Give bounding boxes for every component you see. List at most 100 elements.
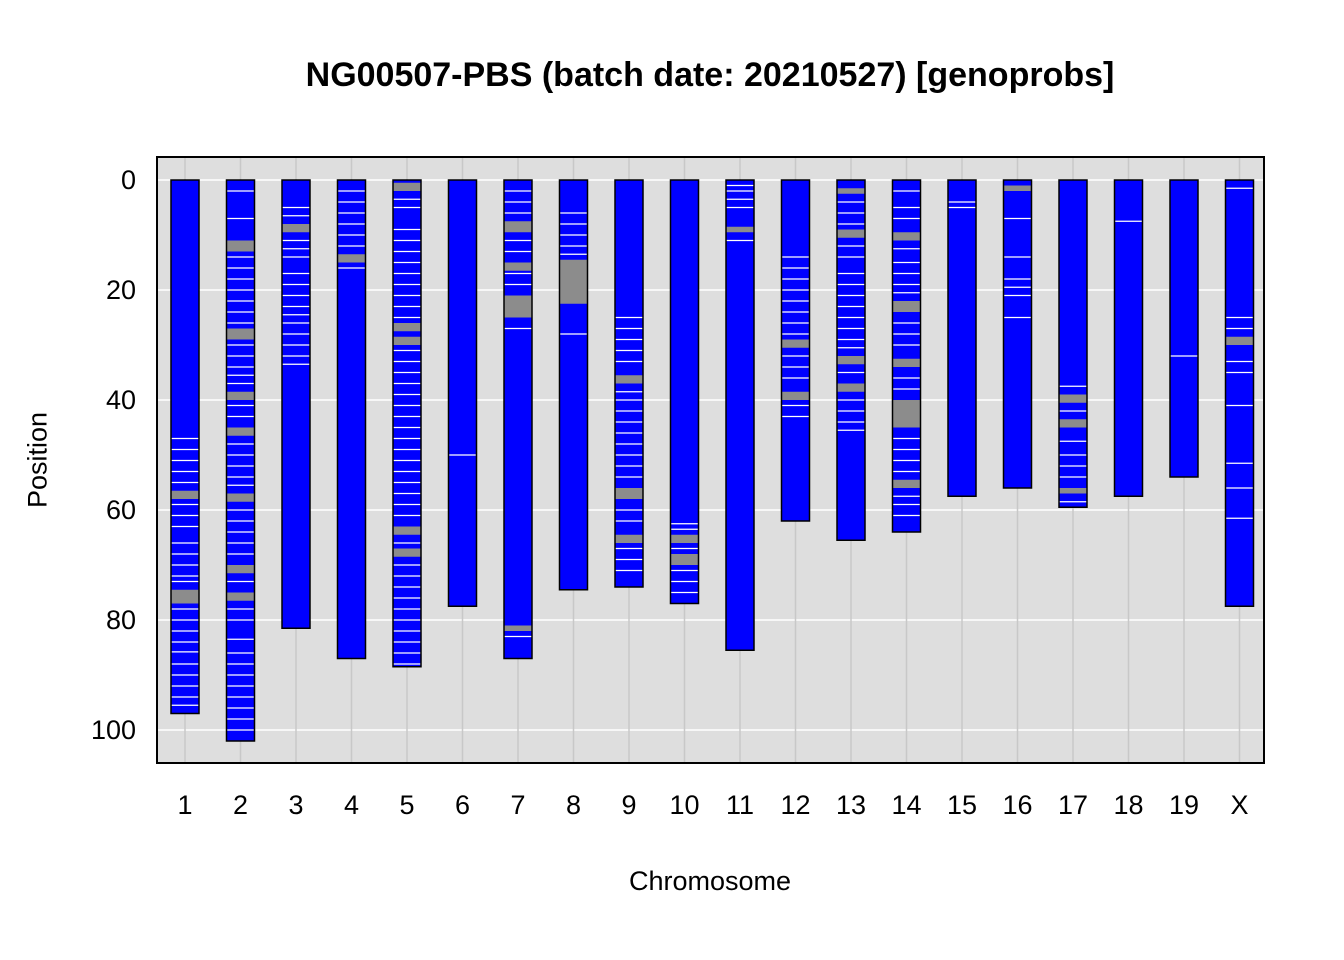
- x-tick-label: 13: [836, 790, 866, 820]
- chromosome-bar-7: [504, 180, 532, 659]
- plot-border: [156, 156, 1265, 764]
- heterozygous-segment: [171, 490, 199, 499]
- chromosome-bar-15: [948, 180, 976, 497]
- heterozygous-segment: [615, 375, 643, 384]
- x-tick-label: 10: [669, 790, 699, 820]
- chromosome-outline: [1224, 179, 1255, 607]
- y-tick-label: 40: [106, 385, 136, 415]
- x-tick-label: 3: [288, 790, 303, 820]
- chromosome-outline: [725, 179, 755, 651]
- chromosome-outline: [392, 179, 422, 668]
- heterozygous-segment: [781, 391, 810, 400]
- heterozygous-segment: [726, 226, 754, 233]
- heterozygous-segment: [226, 565, 255, 574]
- chromosome-outline: [336, 179, 367, 660]
- chromosome-outline: [1113, 179, 1144, 497]
- chart-title: NG00507-PBS (batch date: 20210527) [geno…: [305, 56, 1115, 94]
- heterozygous-segment: [171, 589, 199, 604]
- heterozygous-segment: [892, 358, 921, 367]
- chromosome-bar-10: [670, 180, 699, 604]
- x-tick-label: 11: [726, 790, 754, 820]
- heterozygous-segment: [1059, 419, 1087, 428]
- heterozygous-segment: [282, 224, 310, 233]
- chromosome-outline: [281, 179, 311, 629]
- heterozygous-segment: [504, 262, 532, 271]
- x-tick-label: 1: [177, 790, 192, 820]
- y-tick-label: 0: [121, 165, 136, 195]
- heterozygous-segment: [837, 188, 865, 194]
- heterozygous-segment: [393, 182, 421, 191]
- x-tick-label: 19: [1169, 790, 1199, 820]
- heterozygous-segment: [504, 625, 532, 631]
- x-tick-label: X: [1230, 790, 1248, 820]
- heterozygous-segment: [226, 493, 255, 502]
- x-tick-label: 6: [455, 790, 470, 820]
- heterozygous-segment: [559, 259, 588, 304]
- chromosome-bar-12: [781, 180, 810, 521]
- y-tick-label: 60: [106, 495, 136, 525]
- heterozygous-segment: [837, 356, 865, 365]
- heterozygous-segment: [892, 301, 921, 312]
- heterozygous-segment: [393, 336, 421, 345]
- heterozygous-segment: [337, 254, 366, 263]
- x-tick-label: 4: [344, 790, 359, 820]
- chromosome-bar-5: [393, 180, 421, 667]
- heterozygous-segment: [837, 383, 865, 392]
- heterozygous-segment: [781, 339, 810, 348]
- heterozygous-segment: [504, 221, 532, 233]
- chromosome-bar-2: [226, 180, 255, 741]
- heterozygous-segment: [393, 526, 421, 535]
- heterozygous-segment: [1059, 488, 1087, 494]
- heterozygous-segment: [226, 328, 255, 340]
- chromosome-bar-17: [1059, 180, 1087, 508]
- heterozygous-segment: [1059, 394, 1087, 403]
- heterozygous-segment: [226, 240, 255, 252]
- x-tick-label: 9: [621, 790, 636, 820]
- chromosome-outline: [780, 179, 811, 522]
- x-tick-label: 14: [891, 790, 921, 820]
- chromosome-outline: [891, 179, 922, 533]
- chromosome-bar-6: [448, 180, 477, 607]
- heterozygous-segment: [226, 427, 255, 436]
- chromosome-outline: [503, 179, 533, 660]
- x-tick-label: 7: [510, 790, 525, 820]
- heterozygous-segment: [892, 232, 921, 241]
- chromosome-outline: [614, 179, 644, 588]
- chromosome-bar-3: [282, 180, 310, 629]
- x-tick-label: 2: [233, 790, 248, 820]
- chromosome-outline: [1002, 179, 1033, 489]
- x-tick-label: 17: [1058, 790, 1088, 820]
- chromosome-outline: [947, 179, 977, 497]
- chromosome-outline: [836, 179, 866, 541]
- chromosome-bar-18: [1114, 180, 1143, 497]
- chromosome-bar-8: [559, 180, 588, 590]
- heterozygous-segment: [892, 479, 921, 488]
- heterozygous-segment: [393, 548, 421, 557]
- heterozygous-segment: [615, 534, 643, 543]
- heterozygous-segment: [1225, 336, 1254, 345]
- chromosome-bar-16: [1003, 180, 1032, 488]
- plot-panel: [157, 157, 1264, 763]
- x-tick-label: 16: [1002, 790, 1032, 820]
- heterozygous-segment: [226, 592, 255, 601]
- y-tick-label: 20: [106, 275, 136, 305]
- x-tick-label: 8: [566, 790, 581, 820]
- heterozygous-segment: [837, 229, 865, 238]
- heterozygous-segment: [670, 554, 699, 565]
- heterozygous-segment: [615, 488, 643, 499]
- x-tick-label: 18: [1113, 790, 1143, 820]
- heterozygous-segment: [226, 391, 255, 400]
- heterozygous-segment: [1003, 185, 1032, 191]
- chromosome-bar-X: [1225, 180, 1254, 607]
- chromosome-outline: [669, 179, 700, 605]
- heterozygous-segment: [504, 295, 532, 318]
- chromosome-outline: [170, 179, 200, 715]
- chromosome-bar-4: [337, 180, 366, 659]
- chromosome-bar-19: [1170, 180, 1198, 477]
- heterozygous-segment: [393, 323, 421, 332]
- chromosome-outline: [447, 179, 478, 607]
- chromosome-outline: [558, 179, 589, 591]
- y-tick-label: 80: [106, 605, 136, 635]
- x-tick-label: 12: [780, 790, 810, 820]
- chromosome-outline: [1058, 179, 1088, 508]
